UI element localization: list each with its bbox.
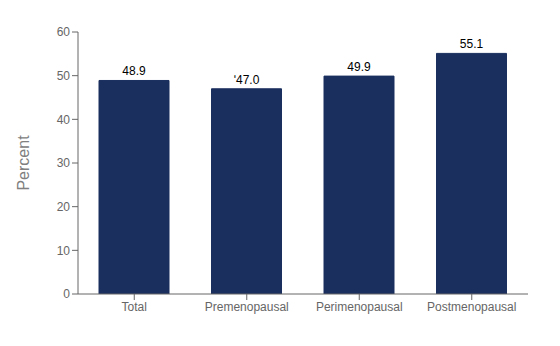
svg-text:Total: Total <box>122 300 147 314</box>
svg-text:50: 50 <box>57 69 71 83</box>
svg-text:40: 40 <box>57 113 71 127</box>
svg-text:Premenopausal: Premenopausal <box>205 300 289 314</box>
svg-text:20: 20 <box>57 200 71 214</box>
svg-text:Percent: Percent <box>15 135 32 191</box>
svg-text:Postmenopausal: Postmenopausal <box>427 300 516 314</box>
svg-text:30: 30 <box>57 156 71 170</box>
svg-text:ʹ47.0: ʹ47.0 <box>234 73 260 87</box>
svg-text:10: 10 <box>57 244 71 258</box>
svg-text:Perimenopausal: Perimenopausal <box>316 300 403 314</box>
svg-text:0: 0 <box>63 287 70 301</box>
svg-text:49.9: 49.9 <box>347 60 371 74</box>
svg-text:48.9: 48.9 <box>122 64 146 78</box>
svg-text:60: 60 <box>57 25 71 39</box>
svg-text:55.1: 55.1 <box>460 37 484 51</box>
